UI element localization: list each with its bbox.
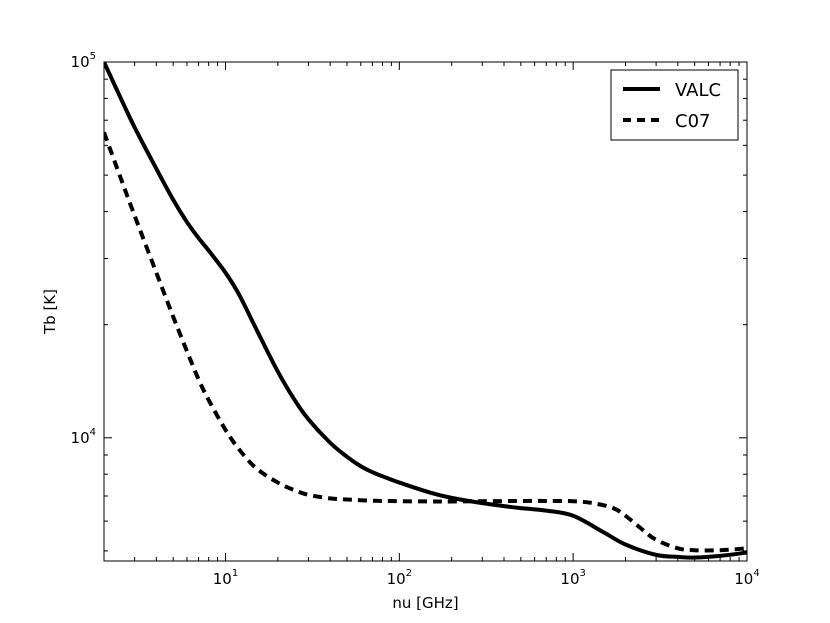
legend-label-c07: C07	[675, 111, 710, 132]
x-tick-label: 102	[387, 568, 412, 588]
series-line-c07	[104, 131, 747, 553]
tick-labels-group: 101 102 103 104 104 105	[71, 51, 760, 588]
lines-group	[104, 62, 747, 560]
plot-area-frame	[103, 61, 748, 562]
x-axis-label: nu [GHz]	[392, 594, 458, 612]
legend: VALC C07	[610, 69, 739, 141]
y-tick-label: 104	[71, 427, 96, 447]
x-tick-label: 104	[734, 568, 759, 588]
x-tick-label: 101	[213, 568, 238, 588]
legend-box	[610, 69, 739, 141]
series-line-valc	[104, 62, 747, 560]
y-tick-label: 105	[71, 51, 96, 71]
x-tick-label: 103	[560, 568, 585, 588]
y-axis-label: Tb [K]	[41, 289, 59, 335]
legend-label-valc: VALC	[675, 80, 721, 101]
